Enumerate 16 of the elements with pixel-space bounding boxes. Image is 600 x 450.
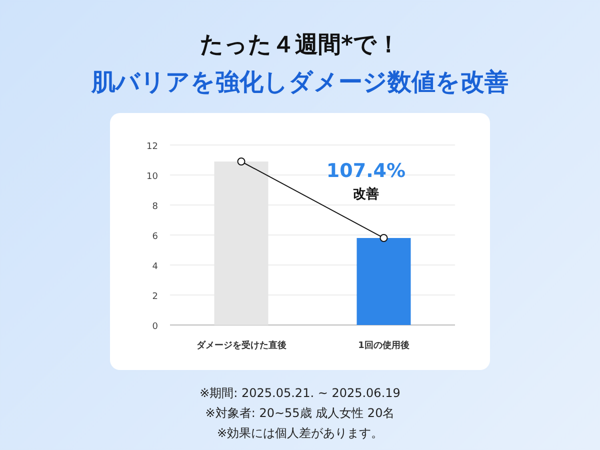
text: ※期間: 2025.05.21. ~ 2025.06.19 bbox=[200, 386, 400, 400]
y-tick-label: 4 bbox=[152, 262, 158, 272]
y-tick-label: 2 bbox=[152, 292, 158, 302]
text: ※対象者: 20~55歳 成人女性 20名 bbox=[205, 406, 395, 420]
text: ※効果には個人差があります。 bbox=[216, 426, 384, 440]
annotation: 改善 bbox=[353, 186, 379, 202]
y-tick-label: 12 bbox=[146, 142, 158, 152]
y-tick-label: 0 bbox=[152, 322, 158, 332]
x-tick-label: ダメージを受けた直後 bbox=[196, 340, 288, 351]
subtitle: 肌バリアを強化しダメージ数値を改善 bbox=[92, 68, 508, 96]
x-tick-label: 1回の使用後 bbox=[358, 340, 410, 351]
y-tick-label: 8 bbox=[152, 202, 158, 212]
y-tick-label: 10 bbox=[146, 172, 158, 182]
annotation: 107.4% bbox=[326, 160, 406, 182]
title: たった４週間*で！ bbox=[200, 32, 400, 58]
y-tick-label: 6 bbox=[152, 232, 158, 242]
